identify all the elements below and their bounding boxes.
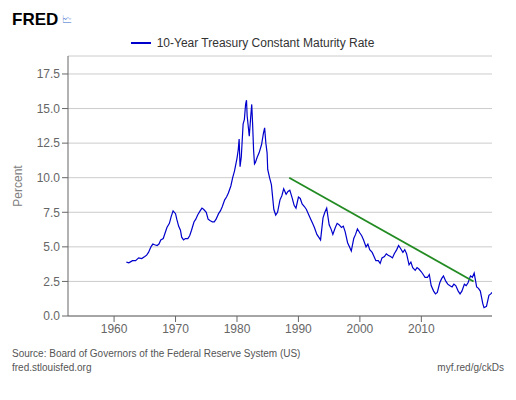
svg-text:2000: 2000: [347, 322, 374, 336]
html-text:10-Year Treasury Constant Matu: 10-Year Treasury Constant Maturity Rate: [156, 36, 375, 50]
svg-text:7.5: 7.5: [43, 206, 60, 220]
svg-text:15.0: 15.0: [37, 102, 61, 116]
svg-text:5.0: 5.0: [43, 240, 60, 254]
svg-text:1960: 1960: [101, 322, 128, 336]
svg-text:17.5: 17.5: [37, 67, 61, 81]
svg-text:12.5: 12.5: [37, 136, 61, 150]
svg-text:Percent: Percent: [11, 165, 25, 207]
html-text:Source: Board of Governors of: Source: Board of Governors of the Federa…: [12, 348, 301, 359]
svg-text:2.5: 2.5: [43, 275, 60, 289]
svg-text:0.0: 0.0: [43, 309, 60, 323]
svg-text:2010: 2010: [408, 322, 435, 336]
svg-text:1970: 1970: [162, 322, 189, 336]
html-text:myf.red/g/ckDs: myf.red/g/ckDs: [437, 362, 504, 373]
html-text:FRED 🗠: FRED 🗠: [12, 10, 73, 29]
svg-text:1980: 1980: [224, 322, 251, 336]
svg-text:10.0: 10.0: [37, 171, 61, 185]
html-text:fred.stlouisfed.org: fred.stlouisfed.org: [12, 362, 92, 373]
svg-text:1990: 1990: [285, 322, 312, 336]
